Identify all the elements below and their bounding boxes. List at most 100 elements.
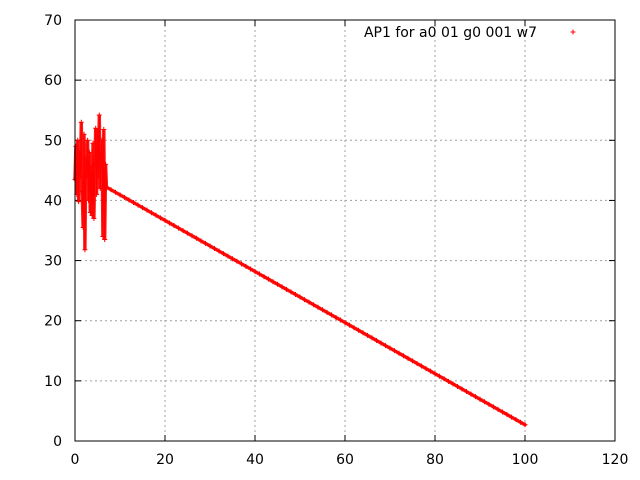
data-point (257, 271, 262, 277)
data-point (297, 294, 303, 300)
data-point (302, 297, 307, 303)
data-point (383, 343, 388, 349)
data-point (98, 152, 104, 158)
data-point (225, 253, 231, 259)
data-point (122, 194, 127, 200)
data-point (378, 340, 384, 346)
data-point (266, 276, 271, 282)
series (72, 112, 528, 428)
data-point (101, 126, 107, 132)
data-point (396, 350, 402, 356)
data-point (473, 394, 478, 400)
data-point (185, 230, 190, 236)
data-point (75, 137, 81, 143)
data-point (338, 317, 343, 323)
data-point (342, 320, 348, 326)
plot-frame (74, 19, 616, 442)
data-point (95, 173, 101, 179)
y-tick-label: 60 (44, 73, 62, 89)
data-point (369, 335, 375, 341)
data-point (212, 246, 217, 252)
data-point (77, 173, 83, 179)
data-point (311, 302, 316, 308)
data-point (194, 235, 199, 241)
data-point (83, 155, 89, 161)
y-tick-label: 10 (44, 374, 62, 390)
data-point (351, 325, 357, 331)
data-point (459, 386, 465, 392)
data-point (87, 209, 93, 215)
x-tick-label: 60 (336, 452, 354, 468)
x-tick-label: 120 (602, 452, 629, 468)
data-point (117, 192, 123, 198)
legend: AP1 for a0 01 g0 001 w7 (364, 25, 576, 41)
data-point (216, 248, 222, 254)
data-point (329, 312, 334, 318)
data-point (419, 363, 424, 369)
data-point (401, 353, 406, 359)
data-point (153, 212, 159, 218)
data-point (455, 383, 460, 389)
data-point (495, 406, 501, 412)
legend-plus-marker (570, 29, 576, 35)
data-point (333, 314, 339, 320)
data-point (80, 224, 86, 230)
data-point (324, 309, 330, 315)
data-point (97, 185, 103, 191)
data-point (387, 345, 393, 351)
data-point (518, 419, 523, 425)
x-tick-label: 40 (246, 452, 264, 468)
data-point (131, 200, 136, 206)
data-point (84, 173, 90, 179)
data-point (78, 119, 84, 125)
data-point (85, 137, 91, 143)
series-line (74, 115, 526, 426)
data-point (92, 161, 98, 167)
data-point (86, 149, 92, 155)
data-point (93, 125, 99, 131)
data-point (414, 360, 420, 366)
x-tick-label: 20 (156, 452, 174, 468)
data-point (91, 215, 97, 221)
data-point (356, 327, 361, 333)
data-point (167, 220, 172, 226)
data-point (509, 414, 514, 420)
y-tick-label: 30 (44, 254, 62, 270)
data-point (176, 225, 181, 231)
data-point (103, 161, 109, 167)
data-point (99, 137, 105, 143)
data-point (79, 188, 85, 194)
data-point (270, 279, 276, 285)
data-point (82, 247, 88, 253)
data-point (293, 291, 298, 297)
data-point (95, 128, 100, 134)
data-point (86, 197, 91, 203)
data-point (446, 378, 451, 384)
y-tick-label: 0 (53, 434, 62, 450)
data-point (513, 417, 519, 423)
data-point (234, 258, 240, 264)
data-point (450, 381, 456, 387)
data-point (347, 322, 352, 328)
data-point (522, 422, 528, 428)
data-point (441, 376, 447, 382)
data-point (162, 217, 168, 223)
data-point (102, 237, 108, 243)
data-point (239, 261, 244, 267)
data-point (365, 332, 370, 338)
data-point (410, 358, 415, 364)
data-point (477, 396, 483, 402)
data-point (464, 389, 469, 395)
data-point (96, 112, 102, 118)
data-point (221, 251, 226, 257)
data-point (360, 330, 366, 336)
y-tick-label: 40 (44, 193, 62, 209)
data-point (252, 268, 258, 274)
series-line-thick (73, 115, 527, 427)
data-point (482, 399, 487, 405)
data-point (113, 189, 118, 195)
data-point (468, 391, 474, 397)
data-point (284, 286, 289, 292)
data-point (306, 299, 312, 305)
